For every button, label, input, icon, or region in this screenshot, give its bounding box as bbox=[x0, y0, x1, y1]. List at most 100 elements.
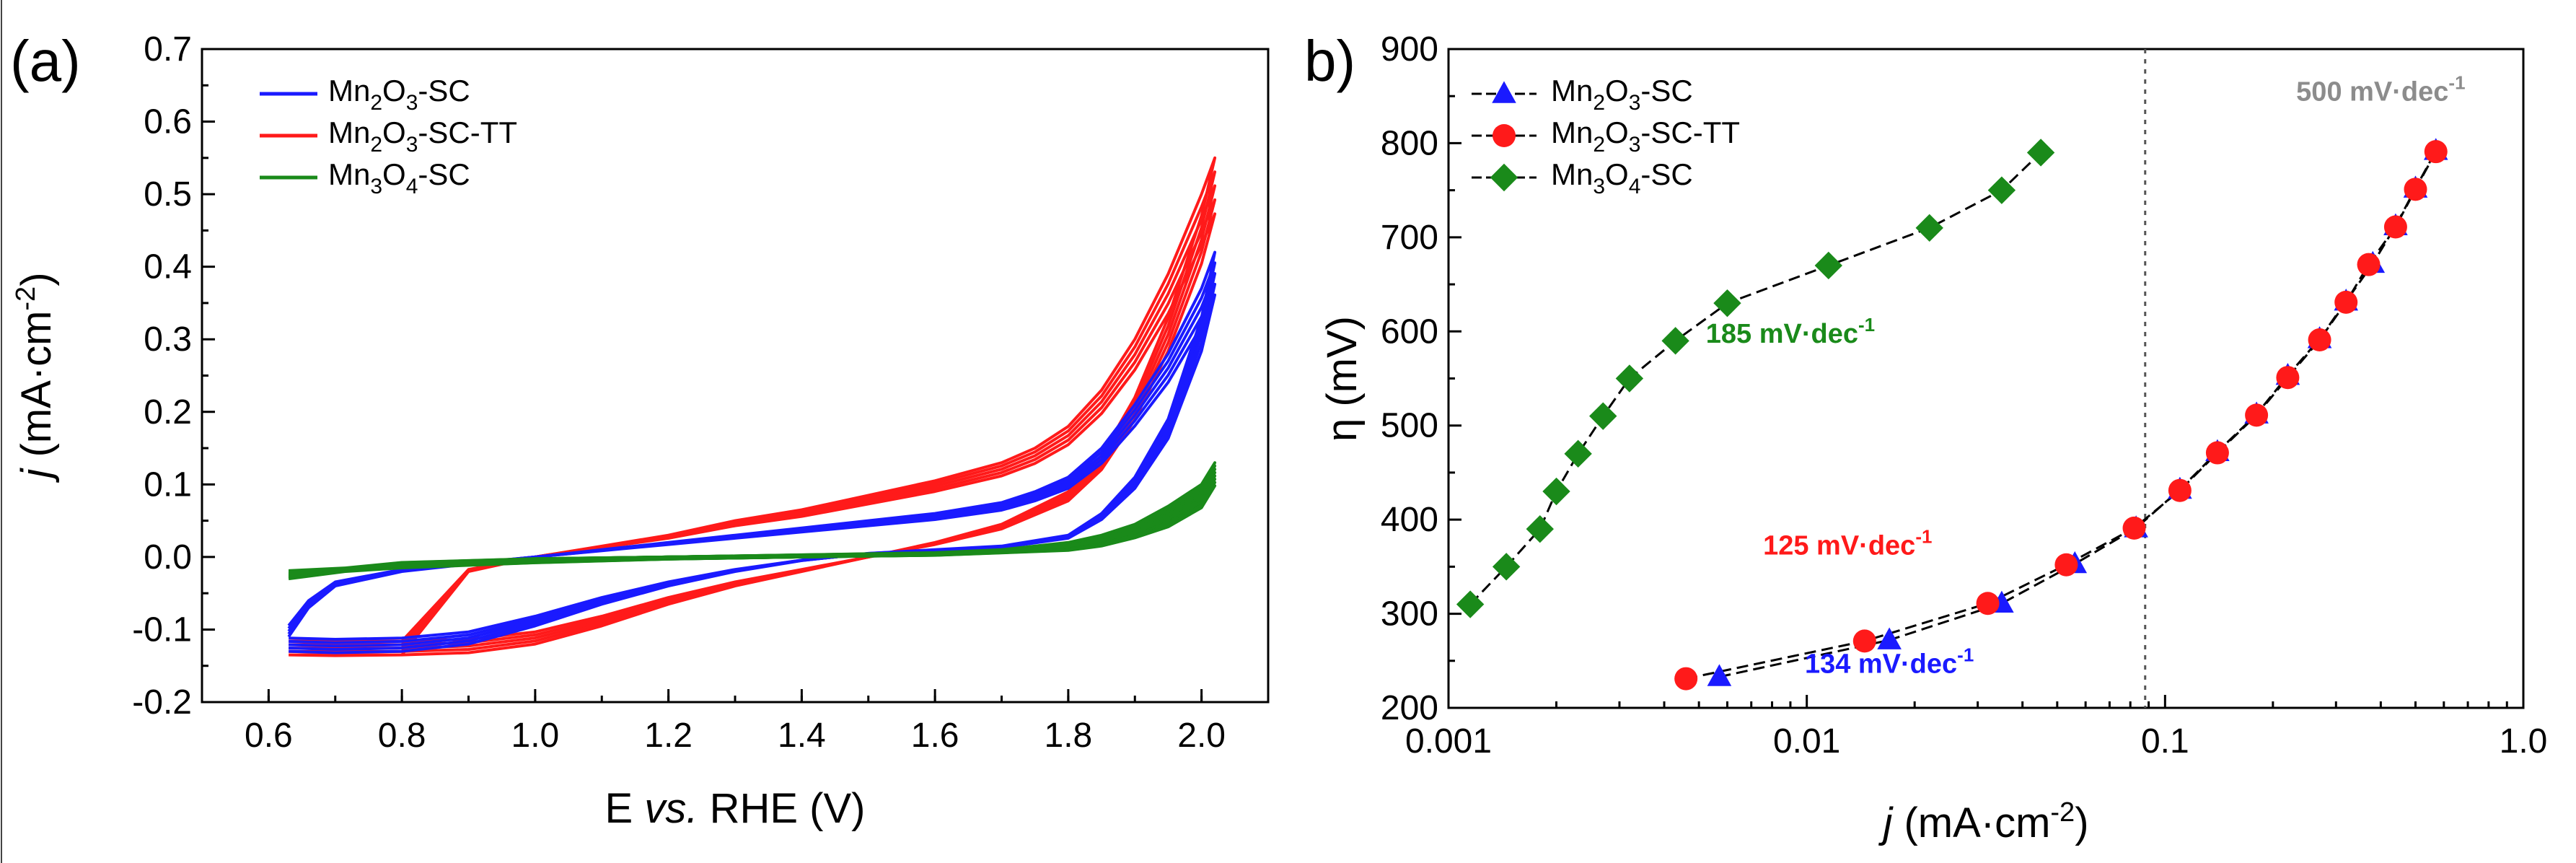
panel-b-mn2o3-sc-tt-point bbox=[2334, 290, 2358, 314]
panel-a-y-axis-label: j (mA·cm-2) bbox=[11, 272, 60, 483]
panel-b-mn2o3-sc-tt-point bbox=[2276, 366, 2300, 390]
panel-b-mn3o4-sc-point bbox=[1492, 553, 1521, 581]
panel-a-x-tick-label: 1.6 bbox=[911, 717, 959, 755]
panel-b-mn3o4-sc-point bbox=[1814, 251, 1843, 280]
panel-b-y-tick-label: 800 bbox=[1381, 124, 1438, 162]
panel-a-series-mn3o4-sc-cycle bbox=[288, 484, 1217, 575]
panel-b-mn3o4-sc-point bbox=[1713, 289, 1741, 317]
panel-b-series-mn2o3-sc-tt-line bbox=[1685, 151, 2437, 680]
panel-a-series-mn2o3-sc-cycle bbox=[287, 250, 1217, 654]
panel-b-mn3o4-sc-point bbox=[1456, 590, 1485, 618]
panel-a-y-tick-label: 0.1 bbox=[144, 465, 192, 504]
panel-a-legend-label: Mn2O3-SC bbox=[328, 74, 470, 115]
panel-a-x-tick-label: 1.2 bbox=[644, 717, 693, 755]
panel-b-mn2o3-sc-point bbox=[1877, 627, 1902, 649]
panel-a-x-axis-label: E vs. RHE (V) bbox=[605, 785, 866, 832]
panel-b-legend-label: Mn2O3-SC bbox=[1551, 74, 1693, 115]
panel-a-series-mn2o3-sc-tt-cycle bbox=[289, 212, 1217, 644]
panel-a-x-tick-label: 1.8 bbox=[1045, 717, 1093, 755]
panel-a-legend-label: Mn3O4-SC bbox=[328, 157, 470, 198]
panel-b-y-tick-label: 300 bbox=[1381, 595, 1438, 634]
panel-a-x-ticks: 0.6 0.8 1.0 1.2 1.4 1.6 1.8 2.0 bbox=[201, 689, 1270, 755]
panel-b-mn2o3-sc-tt-point bbox=[2383, 215, 2407, 239]
panel-a-x-tick-label: 2.0 bbox=[1177, 717, 1226, 755]
panel-b-mn3o4-sc-point bbox=[1987, 176, 2016, 204]
panel-a-label: (a) bbox=[10, 29, 81, 93]
panel-b-x-ticks: 0.001 0.01 0.1 1.0 bbox=[1405, 695, 2547, 761]
panel-b-y-tick-label: 400 bbox=[1381, 501, 1438, 539]
panel-b-mn2o3-sc-tt-point bbox=[1976, 592, 2000, 616]
panel-b-series-mn3o4-sc-line bbox=[1469, 152, 2042, 605]
panel-a-y-tick-label: 0.6 bbox=[144, 103, 192, 141]
panel-b-series bbox=[1456, 138, 2448, 691]
panel-b-y-tick-label: 200 bbox=[1381, 689, 1438, 727]
panel-b-legend-label: Mn3O4-SC bbox=[1551, 157, 1693, 198]
panel-a-legend-label: Mn2O3-SC-TT bbox=[328, 115, 517, 157]
panel-b-mn3o4-sc-point bbox=[1542, 477, 1570, 506]
panel-b-y-tick-label: 600 bbox=[1381, 312, 1438, 351]
panel-a-x-tick-label: 1.0 bbox=[511, 717, 560, 755]
panel-a-series-mn2o3-sc-cycle bbox=[287, 282, 1217, 644]
panel-b-mn3o4-sc-point bbox=[1526, 514, 1554, 543]
panel-b-mn2o3-sc-tt-point bbox=[2245, 403, 2269, 427]
panel-a-y-tick-label: 0.7 bbox=[144, 30, 192, 69]
panel-a-y-tick-label: 0.4 bbox=[144, 248, 192, 286]
panel-b-x-tick-label: 0.001 bbox=[1405, 722, 1492, 761]
panel-b-label: b) bbox=[1304, 29, 1355, 93]
panel-a-y-tick-label: 0.0 bbox=[144, 538, 192, 577]
panel-b-mn3o4-sc-point bbox=[2026, 139, 2055, 167]
panel-b-mn2o3-sc-tt-point bbox=[2424, 140, 2448, 164]
panel-b-annotations: 500 mV·dec-1 185 mV·dec-1 125 mV·dec-1 134 … bbox=[1706, 72, 2466, 680]
panel-b-x-tick-label: 0.1 bbox=[2141, 722, 2189, 761]
panel-b-mn2o3-sc-tt-point bbox=[2404, 178, 2427, 201]
panel-b-mn3o4-sc-point bbox=[1915, 214, 1943, 242]
panel-a-y-tick-label: 0.2 bbox=[144, 393, 192, 432]
panel-a-x-tick-label: 1.4 bbox=[778, 717, 826, 755]
panel-b-x-tick-label: 1.0 bbox=[2500, 722, 2548, 761]
panel-b-mn2o3-sc-tt-point bbox=[2168, 478, 2192, 502]
panel-a-x-tick-label: 0.6 bbox=[245, 717, 293, 755]
panel-b-slope-annotation: 134 mV·dec-1 bbox=[1805, 644, 1974, 680]
panel-b-mn2o3-sc-tt-point bbox=[1852, 629, 1876, 653]
panel-a-y-tick-label: 0.5 bbox=[144, 175, 192, 214]
panel-b-y-ticks: 200 300 400 500 600 700 800 900 bbox=[1381, 30, 1461, 727]
panel-b-legend-swatch-marker bbox=[1492, 81, 1516, 103]
panel-b-mn2o3-sc-tt-point bbox=[2205, 441, 2229, 465]
panel-b-mn2o3-sc-point bbox=[1707, 664, 1732, 686]
panel-a-series-mn2o3-sc-cycle bbox=[287, 272, 1217, 648]
panel-b-mn2o3-sc-tt-point bbox=[2122, 516, 2146, 540]
panel-a-y-tick-label: 0.3 bbox=[144, 320, 192, 359]
panel-a-y-ticks: -0.2 -0.1 0.0 0.1 0.2 0.3 0.4 0.5 0.6 0.7 bbox=[132, 30, 215, 722]
panel-b-legend-label: Mn2O3-SC-TT bbox=[1551, 115, 1740, 157]
panel-b-y-tick-label: 500 bbox=[1381, 407, 1438, 445]
panel-b-mn3o4-sc-point bbox=[1564, 439, 1592, 468]
panel-b-y-tick-label: 900 bbox=[1381, 30, 1438, 69]
panel-a-y-tick-label: -0.2 bbox=[132, 683, 192, 722]
panel-b-slope-annotation: 125 mV·dec-1 bbox=[1763, 525, 1932, 561]
panel-a: (a) 0.6 0.8 1.0 1.2 1.4 1.6 1.8 2.0 -0.2 -0.1 0.0… bbox=[10, 29, 1270, 832]
panel-a-y-tick-label: -0.1 bbox=[132, 610, 192, 649]
panel-a-series bbox=[287, 156, 1217, 657]
panel-b-y-axis-label: η (mV) bbox=[1319, 316, 1366, 442]
panel-a-x-tick-label: 0.8 bbox=[378, 717, 426, 755]
panel-b-mn3o4-sc-point bbox=[1589, 402, 1617, 430]
panel-b-slope-annotation: 500 mV·dec-1 bbox=[2296, 72, 2465, 108]
panel-b-mn2o3-sc-tt-point bbox=[2357, 253, 2381, 276]
panel-a-series-mn2o3-sc-cycle bbox=[287, 261, 1217, 651]
panel-b: b) 0.001 0.01 0.1 1.0 200 300 400 500 600 700 800… bbox=[1304, 29, 2547, 846]
panel-b-mn2o3-sc-tt-point bbox=[2308, 328, 2331, 352]
panel-b-legend-swatch-marker bbox=[1490, 163, 1518, 192]
panel-b-x-tick-label: 0.01 bbox=[1773, 722, 1840, 761]
panel-b-mn3o4-sc-point bbox=[1661, 327, 1689, 355]
panel-b-slope-annotation: 185 mV·dec-1 bbox=[1706, 314, 1875, 349]
panel-b-mn3o4-sc-point bbox=[1615, 364, 1644, 393]
panel-b-y-tick-label: 700 bbox=[1381, 219, 1438, 257]
panel-b-mn2o3-sc-tt-point bbox=[1674, 667, 1698, 691]
panel-a-series-mn2o3-sc-cycle bbox=[287, 293, 1217, 641]
panel-b-series-mn2o3-sc-line bbox=[1719, 150, 2437, 678]
panel-b-legend-swatch-marker bbox=[1493, 124, 1516, 147]
panel-b-x-axis-label: j (mA·cm-2) bbox=[1878, 797, 2088, 846]
